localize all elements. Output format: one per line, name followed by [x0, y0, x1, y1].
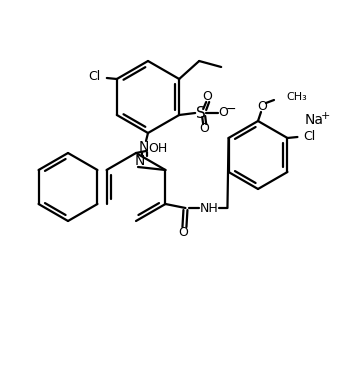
- Text: −: −: [226, 103, 237, 115]
- Text: O: O: [202, 91, 212, 104]
- Text: N: N: [135, 154, 145, 168]
- Text: +: +: [320, 111, 330, 121]
- Text: OH: OH: [148, 142, 168, 155]
- Text: O: O: [179, 226, 188, 238]
- Text: Na: Na: [305, 113, 324, 127]
- Text: NH: NH: [200, 201, 219, 215]
- Text: CH₃: CH₃: [286, 92, 307, 102]
- Text: O: O: [257, 100, 267, 114]
- Text: Cl: Cl: [89, 70, 101, 84]
- Text: Cl: Cl: [303, 130, 316, 142]
- Text: S: S: [196, 105, 206, 120]
- Text: O: O: [218, 107, 228, 119]
- Text: O: O: [199, 123, 209, 135]
- Text: N: N: [139, 140, 149, 154]
